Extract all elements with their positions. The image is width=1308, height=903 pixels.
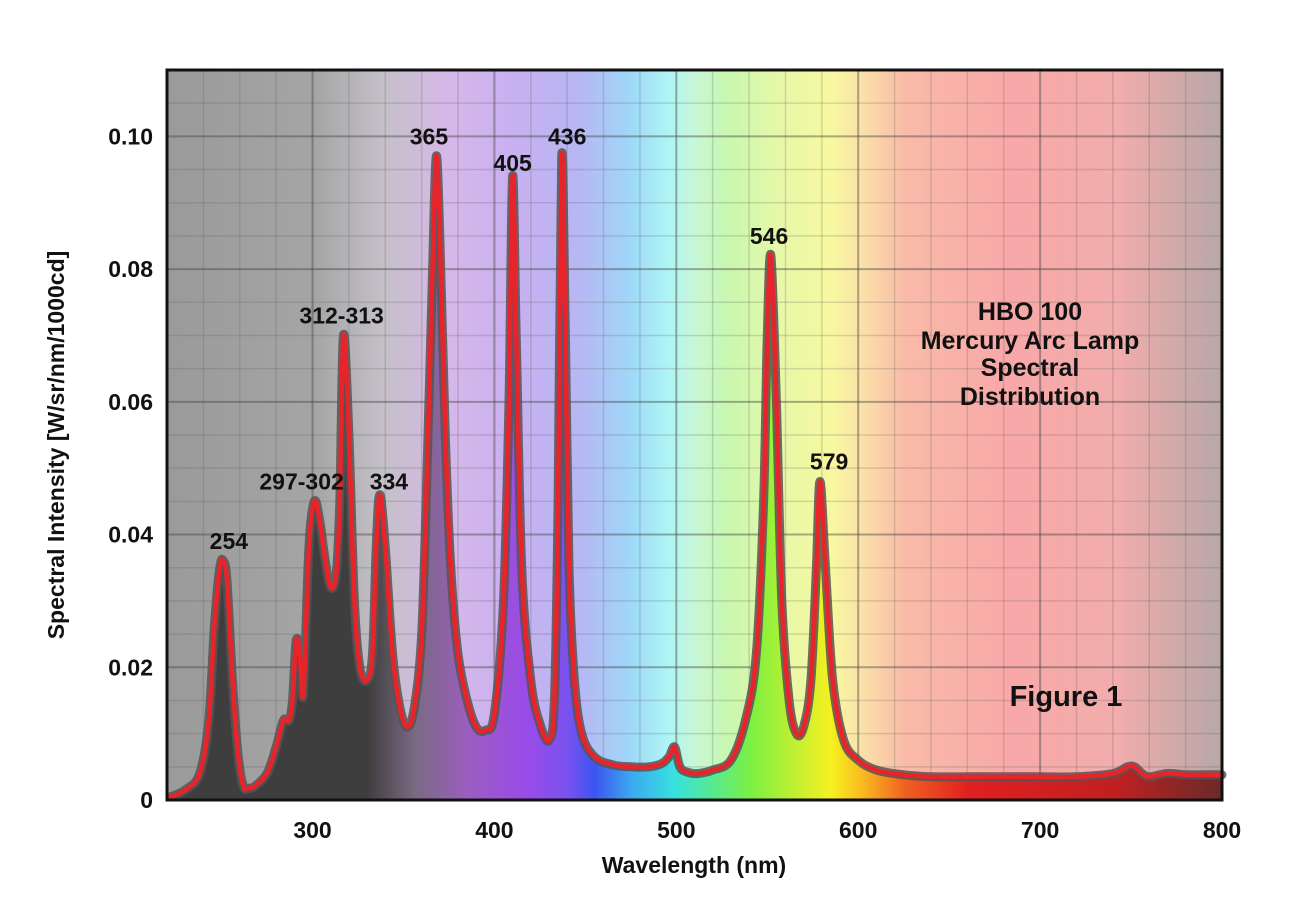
y-tick-label: 0 — [140, 787, 153, 813]
y-tick-label: 0.02 — [108, 654, 153, 680]
y-tick-label: 0.04 — [108, 522, 153, 548]
x-tick-label: 800 — [1203, 817, 1241, 843]
peak-label: 436 — [548, 123, 586, 149]
title-line-3: Spectral — [981, 354, 1080, 382]
y-tick-label: 0.06 — [108, 389, 153, 415]
y-tick-label: 0.10 — [108, 123, 153, 149]
title-line-1: HBO 100 — [978, 298, 1082, 326]
peak-annotations: 254 297-302 312-313 334 365 405 436 546 579 — [210, 123, 849, 554]
title-line-4: Distribution — [960, 383, 1100, 411]
x-axis-ticks: 300 400 500 600 700 800 — [293, 817, 1241, 843]
peak-label: 334 — [370, 468, 409, 494]
peak-label: 365 — [410, 123, 449, 149]
y-axis-ticks: 0 0.02 0.04 0.06 0.08 0.10 — [108, 123, 153, 813]
peak-label: 546 — [750, 223, 788, 249]
peak-label: 254 — [210, 528, 249, 554]
x-tick-label: 700 — [1021, 817, 1059, 843]
chart-title: HBO 100 Mercury Arc Lamp Spectral Distri… — [921, 298, 1140, 411]
peak-label: 579 — [810, 449, 848, 475]
title-line-2: Mercury Arc Lamp — [921, 327, 1140, 355]
figure-label: Figure 1 — [1010, 681, 1123, 713]
x-axis-title: Wavelength (nm) — [602, 852, 786, 878]
y-tick-label: 0.08 — [108, 256, 153, 282]
plot-frame — [165, 68, 1224, 802]
x-tick-label: 500 — [657, 817, 695, 843]
y-axis-title: Spectral Intensity [W/sr/nm/1000cd] — [43, 251, 69, 640]
plot-area — [165, 68, 1227, 802]
peak-label: 312-313 — [299, 303, 383, 329]
x-tick-label: 600 — [839, 817, 877, 843]
x-tick-label: 400 — [475, 817, 513, 843]
x-tick-label: 300 — [293, 817, 331, 843]
spectrum-line — [168, 150, 1225, 799]
peak-label: 297-302 — [259, 468, 343, 494]
peak-label: 405 — [493, 150, 532, 176]
